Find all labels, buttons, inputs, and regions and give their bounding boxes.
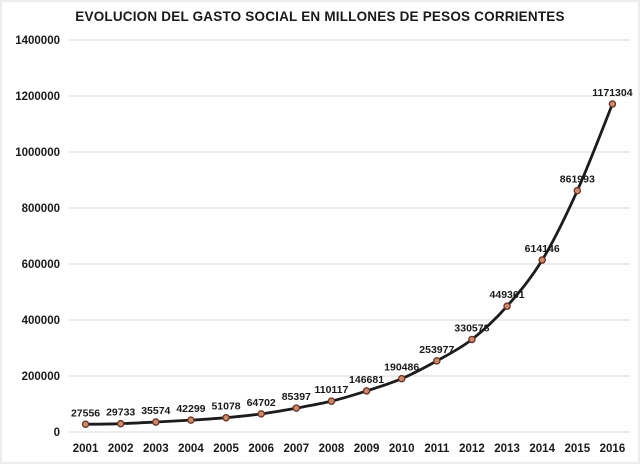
y-axis-tick-label: 1400000 bbox=[15, 35, 60, 47]
data-point-marker bbox=[116, 419, 125, 428]
x-axis-tick-label: 2011 bbox=[424, 443, 450, 455]
data-point-label: 51078 bbox=[211, 401, 240, 413]
data-point-marker bbox=[257, 410, 265, 418]
x-axis-tick-label: 2010 bbox=[389, 443, 415, 455]
data-point-marker bbox=[573, 186, 582, 195]
data-point-label: 29733 bbox=[106, 407, 135, 419]
data-point-marker bbox=[503, 302, 511, 310]
data-point-marker bbox=[468, 335, 476, 344]
data-point-marker bbox=[292, 404, 301, 412]
data-point-label: 253977 bbox=[419, 344, 454, 356]
y-axis-tick-label: 200000 bbox=[22, 371, 60, 383]
series-line bbox=[84, 102, 614, 426]
data-point-label: 1171304 bbox=[592, 87, 632, 99]
data-point-label: 85397 bbox=[282, 391, 311, 403]
x-axis-tick-label: 2009 bbox=[354, 443, 380, 455]
x-axis-tick-label: 2003 bbox=[143, 443, 169, 455]
data-point-marker bbox=[222, 413, 230, 422]
data-point-marker bbox=[187, 416, 195, 424]
data-point-label: 64702 bbox=[247, 397, 276, 409]
y-axis-tick-label: 0 bbox=[54, 427, 60, 439]
data-point-marker bbox=[81, 420, 90, 429]
x-axis-tick-label: 2007 bbox=[284, 443, 310, 455]
data-point-marker bbox=[397, 374, 406, 383]
x-axis-tick-label: 2001 bbox=[73, 443, 99, 455]
data-point-marker bbox=[152, 418, 160, 426]
data-point-label: 42299 bbox=[176, 403, 205, 415]
data-point-marker bbox=[608, 100, 617, 108]
x-axis-tick-label: 2012 bbox=[459, 443, 485, 455]
x-axis-tick-label: 2008 bbox=[319, 443, 345, 455]
data-point-label: 35574 bbox=[141, 405, 170, 417]
y-axis-tick-label: 1200000 bbox=[15, 91, 60, 103]
data-point-marker bbox=[433, 357, 441, 365]
x-axis-tick-label: 2014 bbox=[529, 443, 555, 455]
chart-title: EVOLUCION DEL GASTO SOCIAL EN MILLONES D… bbox=[75, 9, 565, 24]
x-axis-tick-label: 2004 bbox=[178, 443, 204, 455]
data-point-marker bbox=[362, 387, 371, 395]
data-point-marker bbox=[327, 397, 336, 405]
data-point-label: 27556 bbox=[71, 407, 100, 419]
y-axis-tick-label: 400000 bbox=[22, 315, 60, 327]
x-axis-tick-label: 2013 bbox=[494, 443, 520, 455]
x-axis-tick-label: 2016 bbox=[600, 443, 626, 455]
data-point-label: 190486 bbox=[384, 362, 419, 374]
data-point-label: 449361 bbox=[490, 289, 525, 301]
y-axis-tick-label: 600000 bbox=[22, 259, 60, 271]
x-axis-tick-label: 2015 bbox=[565, 443, 591, 455]
data-point-label: 614146 bbox=[525, 243, 560, 255]
data-point-label: 146681 bbox=[349, 374, 384, 386]
data-point-marker bbox=[538, 256, 546, 264]
x-axis-tick-label: 2006 bbox=[248, 443, 274, 455]
data-point-label: 110117 bbox=[314, 384, 348, 396]
x-axis-tick-label: 2002 bbox=[108, 443, 134, 455]
y-axis-tick-label: 1000000 bbox=[15, 147, 60, 159]
y-axis-tick-label: 800000 bbox=[22, 203, 60, 215]
x-axis-tick-label: 2005 bbox=[213, 443, 239, 455]
data-point-label: 330578 bbox=[454, 322, 489, 334]
data-point-label: 861993 bbox=[560, 174, 595, 186]
